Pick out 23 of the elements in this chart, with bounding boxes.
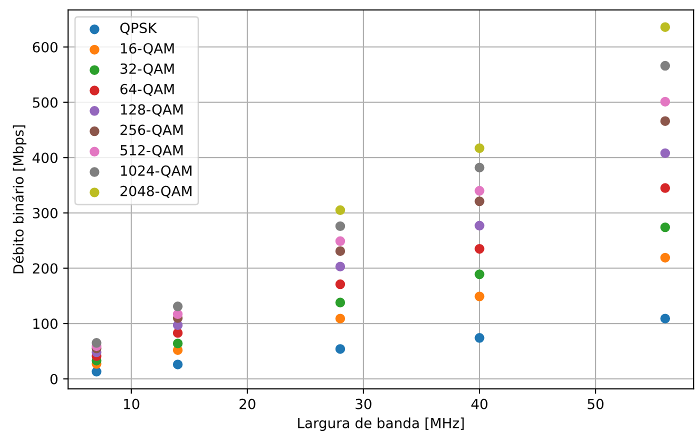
legend-label: 1024-QAM: [121, 165, 192, 178]
x-tick-label: 10: [124, 398, 140, 410]
y-tick-label: 200: [32, 263, 58, 274]
legend-label: 128-QAM: [121, 104, 183, 116]
x-tick-label: 20: [240, 398, 256, 410]
legend-label: 64-QAM: [120, 84, 174, 96]
legend-label: QPSK: [120, 22, 158, 35]
y-tick-label: 100: [33, 318, 58, 330]
y-tick-label: 400: [32, 152, 58, 164]
legend-label: 512-QAM: [120, 145, 183, 158]
legend-label: 32-QAM: [120, 63, 174, 76]
legend-label: 2048-QAM: [120, 186, 192, 198]
legend-label: 16-QAM: [121, 43, 174, 56]
x-tick-label: 30: [356, 398, 372, 410]
y-tick-label: 0: [50, 374, 58, 384]
x-axis-title: Largura de banda [MHz]: [298, 418, 464, 431]
legend-label: 256-QAM: [120, 124, 183, 137]
y-tick-label: 300: [32, 208, 58, 218]
y-tick-label: 500: [32, 97, 58, 108]
y-tick-label: 600: [32, 42, 58, 52]
y-axis-title: Débito binário [Mbps]: [12, 125, 26, 274]
x-tick-label: 40: [471, 398, 488, 410]
x-tick-label: 50: [588, 398, 604, 410]
